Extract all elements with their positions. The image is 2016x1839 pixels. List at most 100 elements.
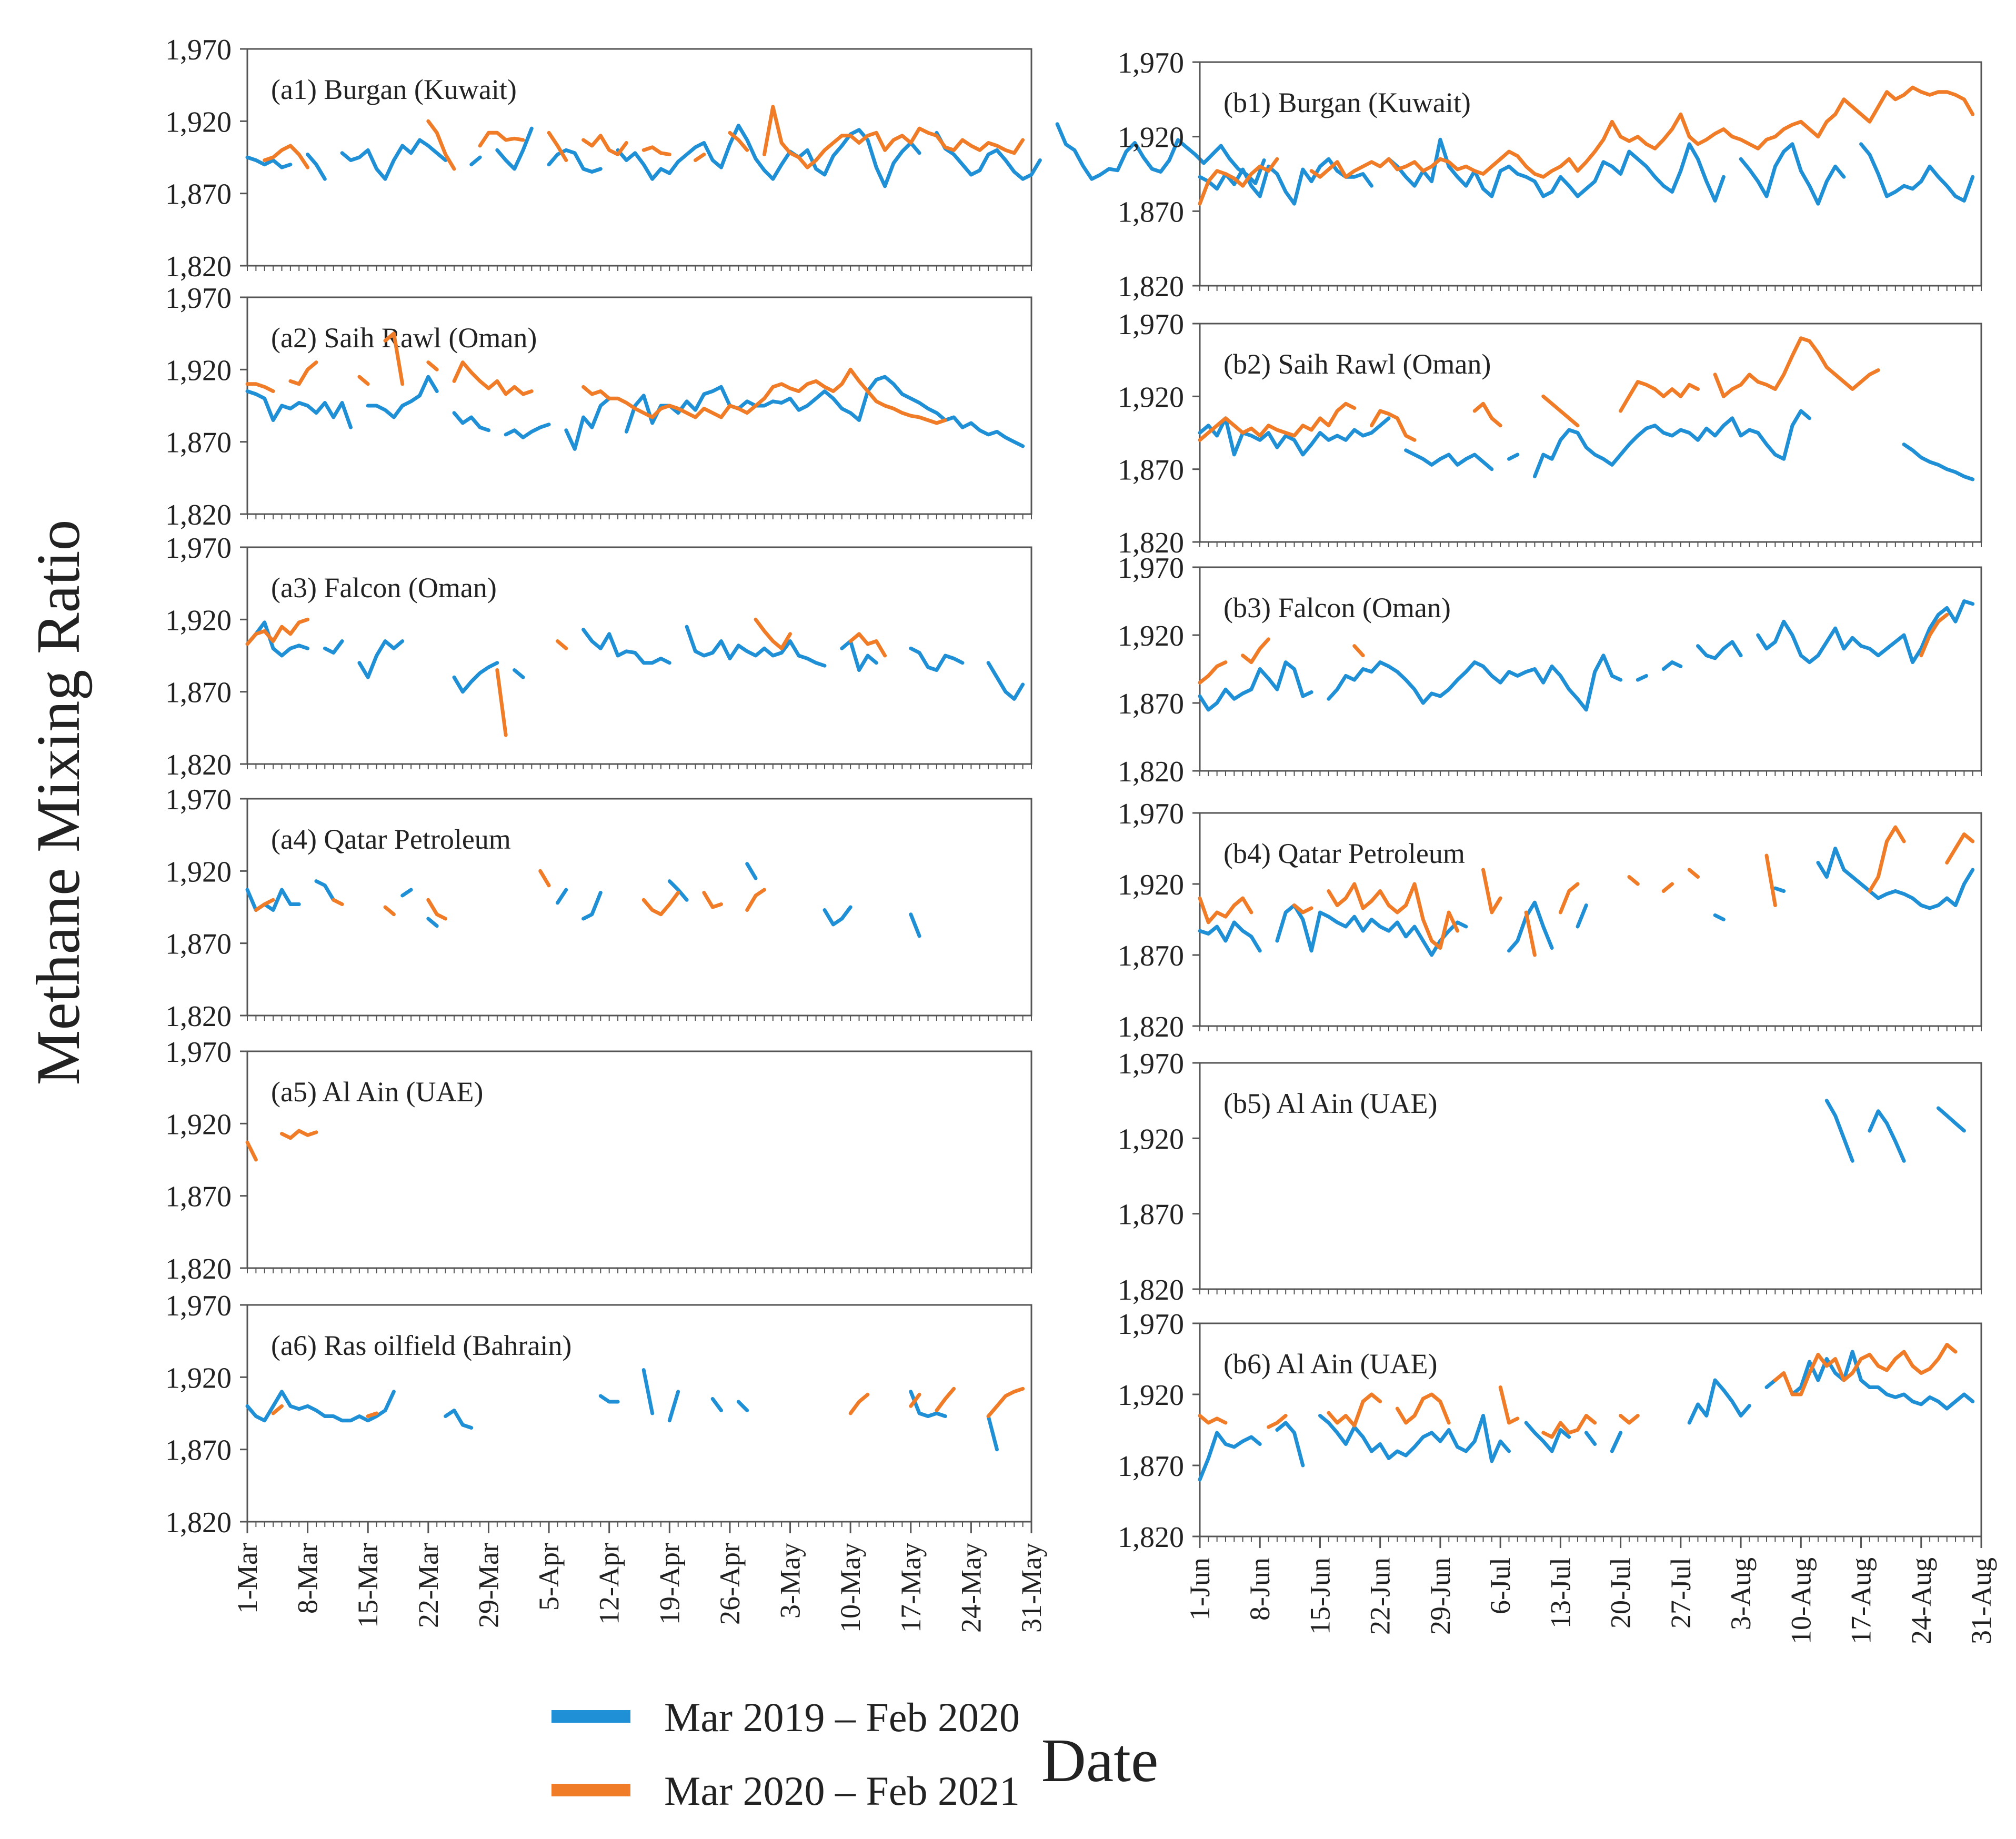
series-line-segment — [1576, 903, 1588, 929]
series-2019 — [245, 375, 1025, 451]
series-line-segment — [426, 917, 439, 928]
y-tick-label: 1,820 — [165, 499, 232, 531]
series-line-segment — [556, 639, 568, 650]
series-line-segment — [598, 1394, 620, 1404]
series-2020 — [1198, 612, 1949, 685]
y-tick-label: 1,870 — [165, 427, 232, 459]
y-tick-label: 1,920 — [165, 106, 232, 138]
series-line-segment — [667, 879, 689, 902]
y-tick-label: 1,920 — [1118, 381, 1184, 414]
series-2020 — [1198, 825, 1975, 957]
x-tick-label: 29-Mar — [473, 1543, 504, 1628]
series-line-segment — [1198, 401, 1357, 442]
series-2020 — [263, 105, 1025, 171]
plot-frame — [246, 546, 1032, 765]
series-line-segment — [547, 148, 603, 174]
series-line-segment — [306, 153, 327, 181]
series-line-segment — [452, 411, 490, 433]
panel-title: (b6) Al Ain (UAE) — [1223, 1348, 1437, 1380]
series-line-segment — [245, 1390, 396, 1423]
series-line-segment — [495, 126, 534, 171]
series-line-segment — [909, 1390, 947, 1418]
series-line-segment — [1267, 1414, 1288, 1429]
series-line-segment — [1696, 640, 1743, 660]
x-tick-label: 12-Apr — [594, 1543, 625, 1625]
series-line-segment — [935, 1386, 956, 1412]
y-tick-label: 1,970 — [1118, 1308, 1184, 1341]
series-line-segment — [581, 367, 947, 425]
y-tick-label: 1,970 — [1118, 552, 1184, 585]
series-line-segment — [426, 898, 448, 921]
series-line-segment — [745, 862, 758, 880]
chart-a2: 1,970 1,920 1,870 1,820 (a2) Saih Rawl (Oman… — [165, 282, 1032, 531]
y-tick-label: 1,820 — [165, 250, 232, 283]
series-line-segment — [340, 138, 448, 181]
series-2019 — [1198, 847, 1975, 957]
panel-title: (a2) Saih Rawl (Oman) — [271, 322, 537, 354]
series-line-segment — [314, 879, 336, 902]
series-line-segment — [1936, 1106, 1966, 1133]
series-line-segment — [469, 155, 482, 167]
series-line-segment — [641, 145, 671, 156]
x-tick-label: 15-Jun — [1304, 1557, 1336, 1635]
series-line-segment — [1292, 903, 1313, 915]
y-tick-label: 1,920 — [165, 604, 232, 637]
series-line-segment — [245, 155, 293, 169]
y-tick-label: 1,970 — [165, 34, 232, 66]
y-tick-label: 1,870 — [165, 1434, 232, 1467]
x-tick-label: 27-Jul — [1665, 1557, 1697, 1629]
x-tick-label: 20-Jul — [1605, 1557, 1637, 1629]
legend-label-2019: Mar 2019 – Feb 2020 — [664, 1694, 1020, 1740]
chart-b4: 1,970 1,920 1,870 1,820 (b4) Qatar Petroleum — [1118, 798, 1982, 1043]
series-2020 — [245, 1129, 318, 1162]
series-2019 — [245, 862, 921, 938]
x-tick-label: 1-Jun — [1184, 1557, 1216, 1621]
series-2019 — [245, 1368, 999, 1452]
series-line-segment — [1713, 336, 1880, 398]
series-line-segment — [1327, 654, 1623, 712]
series-2019 — [1198, 409, 1975, 481]
series-line-segment — [1739, 142, 1846, 206]
panel-title: (a3) Falcon (Oman) — [271, 572, 497, 604]
x-tick-label: 17-May — [895, 1543, 927, 1633]
x-tick-label: 17-Aug — [1846, 1557, 1877, 1644]
series-line-segment — [538, 869, 551, 888]
y-tick-label: 1,870 — [165, 1181, 232, 1213]
series-2020 — [1198, 1343, 1958, 1439]
x-tick-label: 26-Apr — [714, 1543, 746, 1625]
series-line-segment — [1507, 900, 1554, 953]
series-2019 — [1198, 1350, 1975, 1482]
series-line-segment — [1627, 875, 1640, 886]
series-2020 — [254, 869, 766, 921]
series-line-segment — [736, 1400, 749, 1412]
plot-frame — [1199, 1322, 1982, 1537]
y-tick-label: 1,970 — [165, 282, 232, 315]
series-line-segment — [1198, 660, 1228, 685]
series-line-segment — [383, 331, 405, 386]
y-tick-label: 1,820 — [1118, 756, 1184, 788]
series-line-segment — [271, 1404, 284, 1415]
series-line-segment — [693, 153, 706, 162]
series-line-segment — [1661, 882, 1674, 893]
series-line-segment — [1524, 1421, 1571, 1453]
series-line-segment — [1558, 882, 1580, 915]
plot-frame — [1199, 61, 1982, 287]
series-2020 — [1198, 85, 1975, 206]
series-line-segment — [710, 1397, 723, 1412]
series-line-segment — [641, 891, 680, 917]
y-tick-label: 1,820 — [165, 1253, 232, 1285]
series-line-segment — [986, 1414, 999, 1452]
y-tick-label: 1,920 — [1118, 869, 1184, 901]
series-2019 — [245, 620, 1025, 701]
plot-frame — [1199, 812, 1982, 1027]
series-line-segment — [280, 1129, 318, 1140]
series-line-segment — [1773, 1343, 1958, 1396]
series-line-segment — [288, 360, 318, 386]
series-line-segment — [556, 888, 568, 905]
series-line-segment — [685, 625, 827, 668]
series-line-segment — [581, 134, 628, 156]
x-tick-label: 3-Aug — [1725, 1557, 1757, 1630]
series-line-segment — [1773, 886, 1786, 893]
x-tick-label: 22-Jun — [1365, 1557, 1396, 1635]
series-line-segment — [1524, 910, 1537, 957]
